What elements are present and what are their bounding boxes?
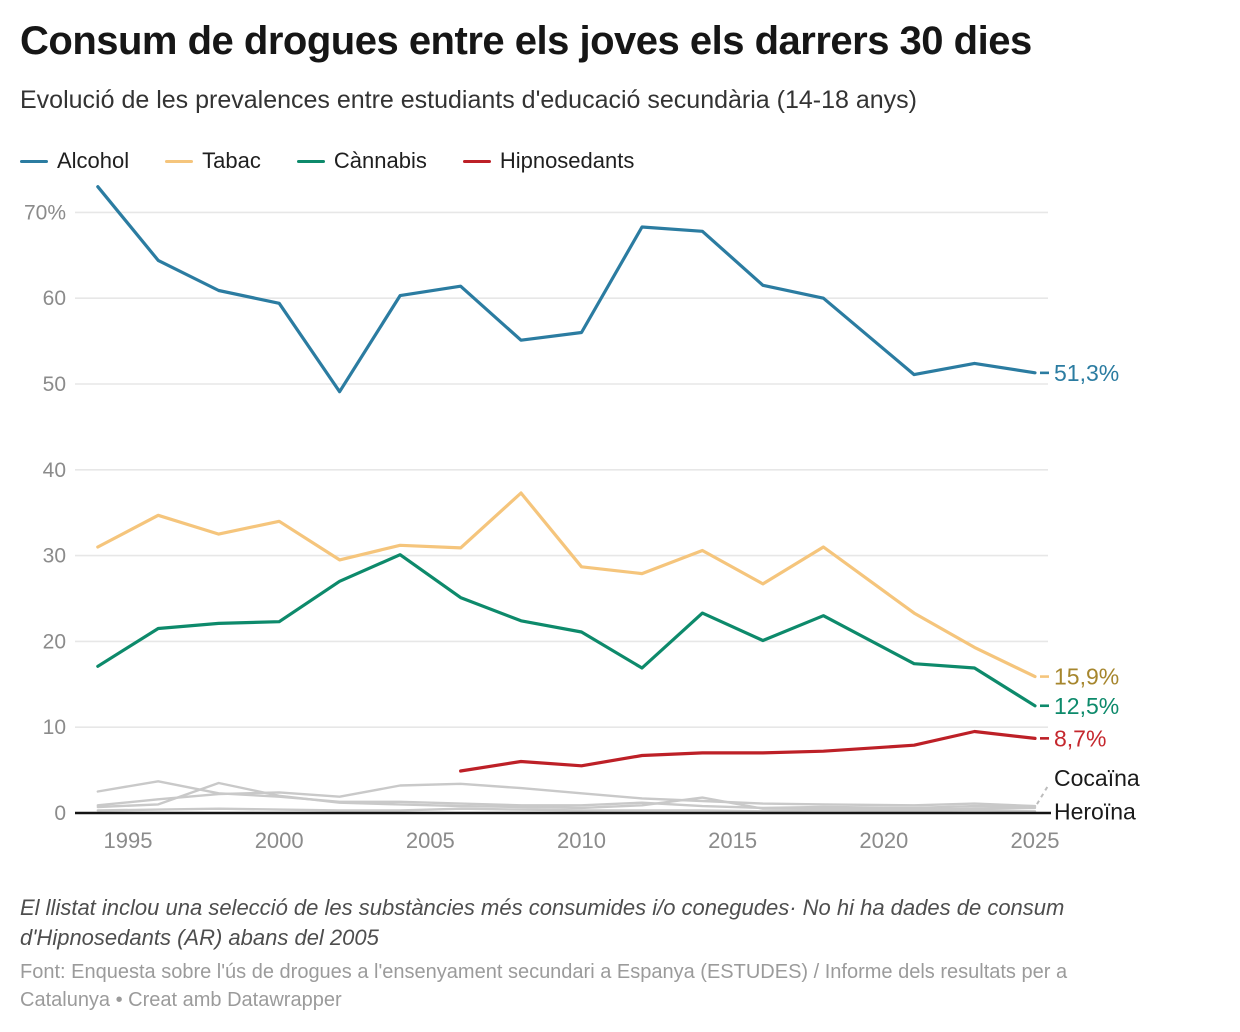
- legend-item-alcohol: Alcohol: [20, 148, 129, 174]
- substancia-b-line: [96, 781, 1037, 811]
- y-tick-label: 10: [43, 716, 66, 739]
- legend-item-label: Cànnabis: [333, 148, 427, 173]
- legend-item-label: Hipnosedants: [499, 148, 635, 173]
- legend-item-cànnabis: Cànnabis: [296, 148, 427, 174]
- heroina-end-label: Heroïna: [1054, 798, 1136, 824]
- cocaina-end-label: Cocaïna: [1054, 765, 1140, 791]
- alcohol-line: [96, 185, 1037, 394]
- x-tick-label: 2005: [406, 828, 455, 853]
- heroina-line: [96, 807, 1037, 813]
- y-tick-label: 40: [43, 459, 66, 482]
- hipnosedants-line: [459, 729, 1037, 773]
- cocaina-line: [96, 782, 1037, 808]
- tabac-line: [96, 491, 1037, 679]
- legend: Alcohol Tabac Cànnabis Hipnosedants: [20, 148, 634, 174]
- legend-item-hipnosedants: Hipnosedants: [462, 148, 635, 174]
- y-tick-label: 70%: [24, 201, 66, 224]
- alcohol-end-label: 51,3%: [1054, 360, 1119, 386]
- page-title: Consum de drogues entre els joves els da…: [20, 19, 1032, 63]
- page-subtitle: Evolució de les prevalences entre estudi…: [20, 86, 917, 114]
- source-line: Font: Enquesta sobre l'ús de drogues a l…: [20, 961, 1068, 1011]
- cocaina-leader-dashed: [1036, 783, 1050, 805]
- x-tick-label: 2020: [859, 828, 908, 853]
- y-tick-label: 0: [54, 802, 66, 825]
- legend-swatch-icon: [20, 159, 48, 163]
- footnote: El llistat inclou una selecció de les su…: [20, 895, 1065, 951]
- y-tick-label: 30: [43, 545, 66, 568]
- x-tick-label: 2025: [1011, 828, 1060, 853]
- hipnosedants-end-label: 8,7%: [1054, 725, 1106, 751]
- y-tick-label: 60: [43, 287, 66, 310]
- legend-item-tabac: Tabac: [165, 148, 261, 174]
- legend-item-label: Alcohol: [57, 148, 130, 173]
- cannabis-end-label: 12,5%: [1054, 693, 1119, 719]
- y-tick-label: 20: [43, 630, 66, 653]
- legend-swatch-icon: [462, 159, 491, 163]
- x-tick-label: 1995: [104, 828, 153, 853]
- x-tick-label: 2015: [708, 828, 757, 853]
- legend-swatch-icon: [165, 159, 194, 163]
- x-tick-label: 2010: [557, 828, 606, 853]
- cannabis-line: [96, 553, 1037, 708]
- substancia-a-line: [96, 780, 1037, 810]
- y-tick-label: 50: [43, 373, 66, 396]
- legend-item-label: Tabac: [202, 148, 261, 173]
- x-tick-label: 2000: [255, 828, 304, 853]
- legend-swatch-icon: [296, 159, 325, 163]
- tabac-end-label: 15,9%: [1054, 664, 1119, 690]
